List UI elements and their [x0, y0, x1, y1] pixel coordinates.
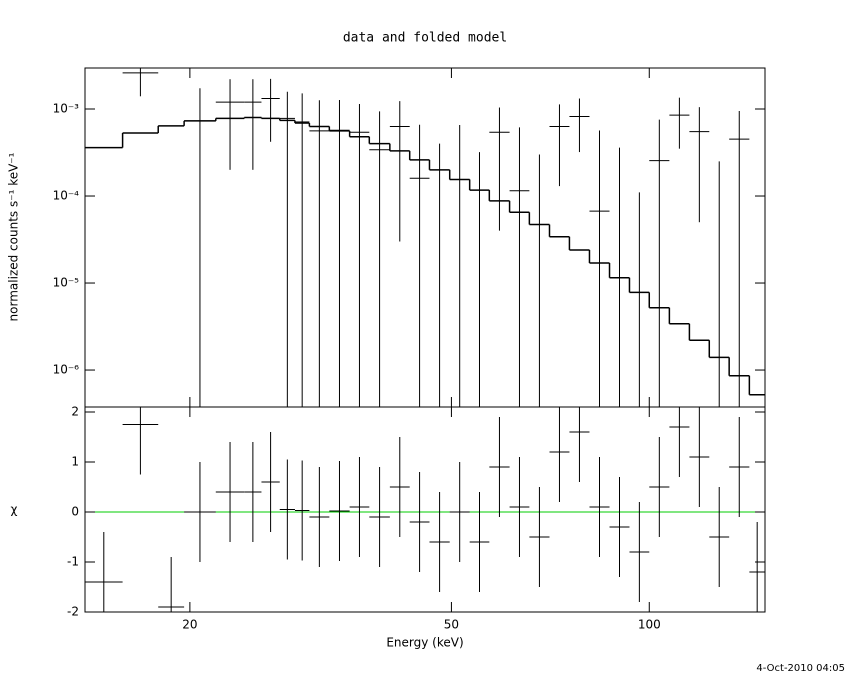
y-tick-label: 2 — [71, 405, 79, 419]
x-tick-label: 50 — [444, 618, 459, 632]
x-tick-label: 100 — [638, 618, 661, 632]
y-tick-label: 1 — [71, 455, 79, 469]
top-frame — [84, 67, 766, 408]
timestamp: 4-Oct-2010 04:05 — [756, 663, 845, 674]
y-tick-label: 10⁻⁵ — [53, 276, 80, 290]
top-plot — [85, 68, 765, 407]
y-tick-label: -1 — [67, 555, 79, 569]
y-axis-label: χ — [11, 503, 18, 517]
x-tick-label: 20 — [182, 618, 197, 632]
y-tick-label: 10⁻⁶ — [53, 363, 80, 377]
y-tick-label: 0 — [71, 505, 79, 519]
x-axis-label: Energy (keV) — [386, 636, 463, 650]
y-axis-label: normalized counts s⁻¹ keV⁻¹ — [7, 152, 21, 321]
y-tick-label: 10⁻⁴ — [53, 189, 80, 203]
y-tick-label: 10⁻³ — [53, 102, 80, 116]
y-tick-label: -2 — [67, 605, 79, 619]
bottom-frame — [84, 406, 766, 613]
bottom-plot — [85, 407, 765, 612]
chart-title: data and folded model — [343, 31, 507, 46]
